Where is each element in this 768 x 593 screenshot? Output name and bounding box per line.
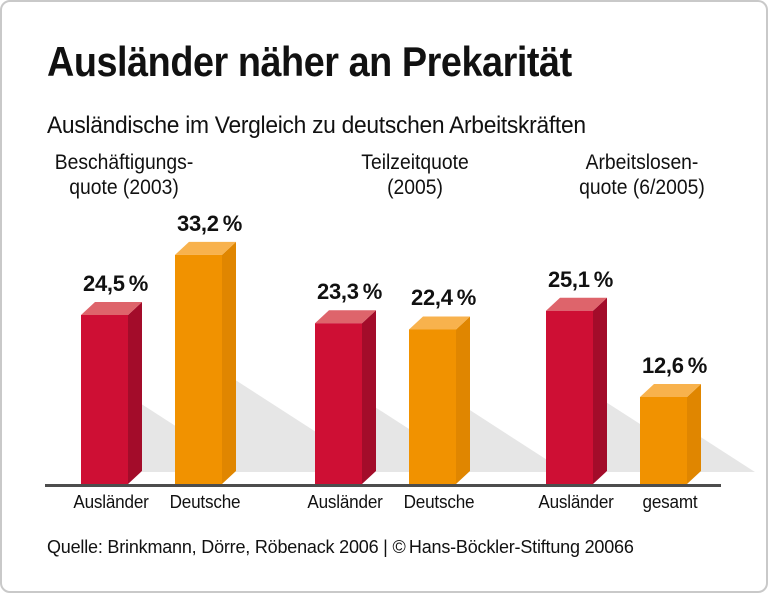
group-header-line: quote (6/2005) <box>579 176 705 199</box>
bar-top-face <box>175 241 236 255</box>
category-label: gesamt <box>642 492 698 512</box>
category-label: Deutsche <box>169 492 241 512</box>
group-header-line: quote (2003) <box>69 176 179 199</box>
value-label: 33,2 % <box>177 210 242 236</box>
value-label: 24,5 % <box>83 270 148 296</box>
group-header-line: Teilzeitquote <box>361 151 469 174</box>
group-header: Arbeitslosen-quote (6/2005) <box>579 150 705 200</box>
bar-front-face-red <box>546 310 593 484</box>
bar-floor-shadow <box>701 437 755 472</box>
category-label: Ausländer <box>307 492 383 512</box>
value-label: 22,4 % <box>411 285 476 311</box>
bar-floor-shadow <box>236 380 379 472</box>
group-header-line: (2005) <box>387 176 443 199</box>
bar-side-face <box>222 241 236 484</box>
source-line: Quelle: Brinkmann, Dörre, Röbenack 2006 … <box>47 537 634 557</box>
bar-front-face-orange <box>175 254 222 484</box>
category-label: Ausländer <box>538 492 614 512</box>
bar-front-face-red <box>81 314 128 484</box>
bar-top-face <box>546 297 607 311</box>
bar-side-face <box>687 384 701 484</box>
group-header: Teilzeitquote (2005) <box>361 150 468 200</box>
bar-front-face-red <box>315 323 362 484</box>
value-label: 12,6 % <box>642 353 707 379</box>
bar-side-face <box>362 310 376 484</box>
category-label: Deutsche <box>403 492 475 512</box>
bar-front-face-orange <box>409 329 456 484</box>
bar-top-face <box>409 316 470 330</box>
bar-front-face-orange <box>640 397 687 484</box>
chart-title: Ausländer näher an Prekarität <box>47 38 572 85</box>
bar-floor-shadow <box>470 410 566 472</box>
baseline-axis <box>45 484 721 487</box>
value-label: 23,3 % <box>317 279 382 305</box>
group-header: Beschäftigungs-quote (2003) <box>55 150 194 200</box>
group-header-line: Beschäftigungs- <box>54 151 194 174</box>
group-header-line: Arbeitslosen- <box>585 151 699 174</box>
bar-top-face <box>640 384 701 398</box>
bar-side-face <box>593 297 607 484</box>
chart-subtitle: Ausländische im Vergleich zu deutschen A… <box>47 112 586 139</box>
bar-top-face <box>81 301 142 315</box>
bar-side-face <box>456 316 470 484</box>
category-label: Ausländer <box>73 492 149 512</box>
bar-side-face <box>128 301 142 484</box>
value-label: 25,1 % <box>548 266 613 292</box>
bar-top-face <box>315 310 376 324</box>
